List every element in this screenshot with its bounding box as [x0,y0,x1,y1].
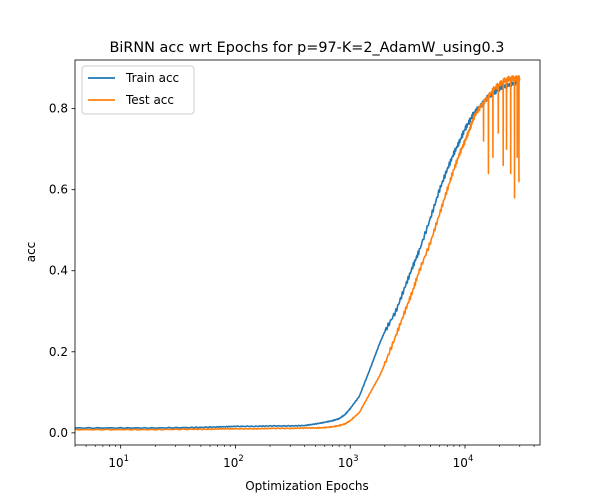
y-tick-label: 0.8 [49,102,68,116]
x-axis-label: Optimization Epochs [245,479,369,493]
y-axis: 0.0 0.2 0.4 0.6 0.8 [49,102,75,440]
legend-train-label: Train acc [125,71,179,85]
x-tick-label: 101 [108,454,129,470]
chart-title: BiRNN acc wrt Epochs for p=97-K=2_AdamW_… [110,40,505,56]
x-tick-label: 102 [223,454,244,470]
y-tick-label: 0.4 [49,264,68,278]
y-tick-label: 0.6 [49,183,68,197]
axes-frame [74,59,541,446]
legend-test-label: Test acc [125,93,174,107]
plot-area [74,59,541,446]
x-axis: 101 102 103 104 [74,445,535,470]
train-acc-line [74,78,521,430]
y-tick-label: 0.2 [49,345,68,359]
test-acc-line [74,75,521,431]
legend: Train acc Test acc [81,65,195,115]
x-tick-label: 104 [453,454,474,470]
y-axis-label: acc [24,242,38,263]
x-tick-label: 103 [338,454,359,470]
y-tick-label: 0.0 [49,426,68,440]
